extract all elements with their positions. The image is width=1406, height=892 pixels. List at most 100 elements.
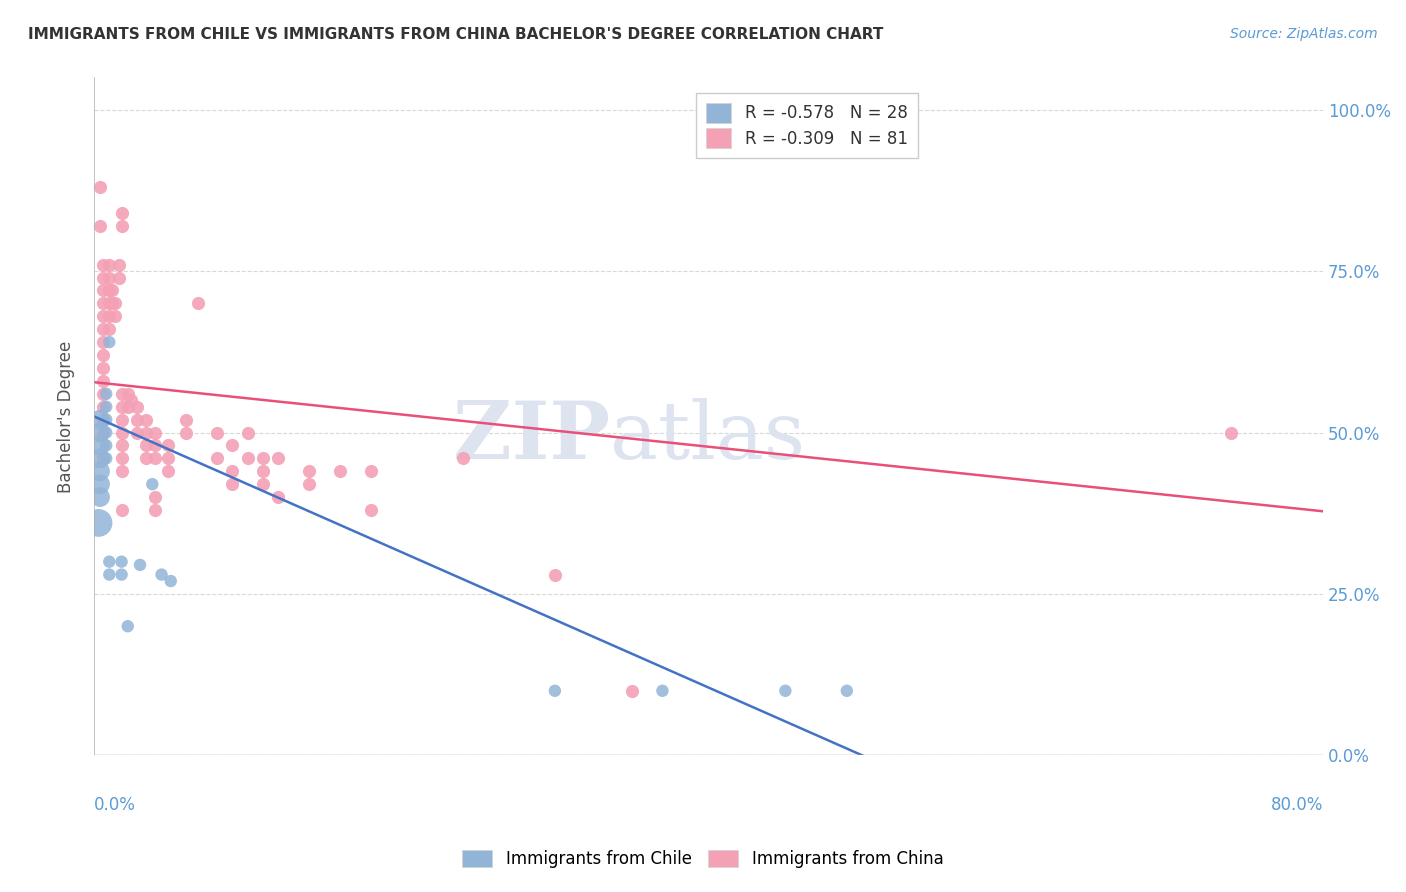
Point [221,438,243,452]
Point [120,393,142,408]
Point [104,310,127,324]
Point [110,425,132,440]
Point [91,270,114,285]
Point [267,490,290,504]
Point [221,477,243,491]
Point [145,490,167,504]
Point [89,464,111,478]
Point [360,464,382,478]
Point [89,490,111,504]
Point [91,258,114,272]
Point [98,310,121,324]
Point [110,464,132,478]
Point [360,503,382,517]
Point [187,296,209,310]
Point [156,438,179,452]
Point [236,425,259,440]
Point [89,477,111,491]
Point [110,438,132,452]
Text: IMMIGRANTS FROM CHILE VS IMMIGRANTS FROM CHINA BACHELOR'S DEGREE CORRELATION CHA: IMMIGRANTS FROM CHILE VS IMMIGRANTS FROM… [28,27,883,42]
Point [91,412,114,426]
Point [775,683,797,698]
Point [252,464,274,478]
Point [135,412,157,426]
Point [117,400,139,414]
Point [125,425,148,440]
Point [110,386,132,401]
Point [110,219,132,233]
Point [125,400,148,414]
Point [91,374,114,388]
Point [91,361,114,376]
Point [117,619,139,633]
Point [236,451,259,466]
Point [174,425,197,440]
Point [96,438,118,452]
Point [110,451,132,466]
Point [110,412,132,426]
Point [135,438,157,452]
Point [91,348,114,362]
Point [145,503,167,517]
Point [252,451,274,466]
Point [101,284,124,298]
Point [89,180,111,194]
Point [159,574,181,588]
Point [91,425,114,440]
Text: 80.0%: 80.0% [1271,796,1323,814]
Point [145,438,167,452]
Point [91,386,114,401]
Point [141,477,163,491]
Point [145,451,167,466]
Legend: R = -0.578   N = 28, R = -0.309   N = 81: R = -0.578 N = 28, R = -0.309 N = 81 [696,93,918,158]
Point [89,438,111,452]
Point [98,296,121,310]
Point [89,425,111,440]
Point [96,400,118,414]
Point [145,425,167,440]
Point [98,270,121,285]
Point [544,683,567,698]
Point [107,270,129,285]
Point [98,258,121,272]
Point [221,464,243,478]
Point [298,477,321,491]
Point [156,451,179,466]
Point [96,412,118,426]
Point [205,425,228,440]
Point [89,412,111,426]
Point [135,451,157,466]
Point [91,322,114,336]
Point [205,451,228,466]
Point [101,296,124,310]
Point [96,386,118,401]
Point [451,451,474,466]
Point [96,451,118,466]
Point [89,451,111,466]
Legend: Immigrants from Chile, Immigrants from China: Immigrants from Chile, Immigrants from C… [456,843,950,875]
Point [117,386,139,401]
Point [98,335,121,350]
Y-axis label: Bachelor's Degree: Bachelor's Degree [58,340,75,492]
Point [91,296,114,310]
Point [156,464,179,478]
Point [110,503,132,517]
Point [96,425,118,440]
Point [91,284,114,298]
Point [104,296,127,310]
Point [129,558,152,572]
Point [1219,425,1241,440]
Point [110,567,132,582]
Point [89,219,111,233]
Point [835,683,858,698]
Point [135,425,157,440]
Point [298,464,321,478]
Point [651,683,673,698]
Point [91,400,114,414]
Point [110,555,132,569]
Point [150,567,173,582]
Point [252,477,274,491]
Text: Source: ZipAtlas.com: Source: ZipAtlas.com [1230,27,1378,41]
Point [329,464,352,478]
Point [125,412,148,426]
